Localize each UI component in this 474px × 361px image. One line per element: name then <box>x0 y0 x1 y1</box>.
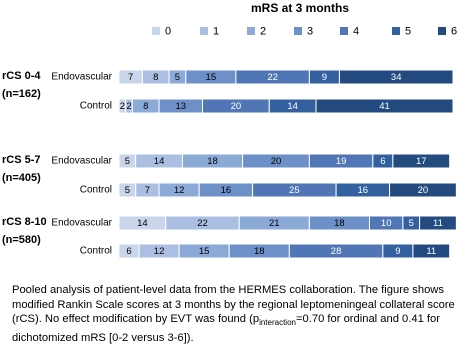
value-label: 18 <box>207 156 218 167</box>
legend-swatch <box>152 27 160 35</box>
value-label: 25 <box>289 185 300 196</box>
value-label: 28 <box>331 246 342 257</box>
value-label: 2 <box>120 101 125 112</box>
value-label: 7 <box>128 72 133 83</box>
value-label: 20 <box>231 101 242 112</box>
value-label: 21 <box>269 218 280 229</box>
value-label: 14 <box>137 218 148 229</box>
value-label: 15 <box>206 72 217 83</box>
bar-segment <box>315 98 454 114</box>
caption: Pooled analysis of patient-level data fr… <box>12 283 468 345</box>
legend-label: 0 <box>165 25 171 37</box>
value-label: 5 <box>409 218 414 229</box>
caption-text: Pooled analysis of patient-level data fr… <box>12 284 455 325</box>
value-label: 8 <box>143 101 148 112</box>
value-label: 41 <box>379 101 390 112</box>
row-label: Endovascular <box>51 72 112 83</box>
value-label: 14 <box>287 101 298 112</box>
bar-segment <box>389 182 457 198</box>
legend-swatch <box>200 27 208 35</box>
legend-swatch <box>340 27 348 35</box>
value-label: 14 <box>154 156 165 167</box>
legend-label: 2 <box>260 25 266 37</box>
group-label: rCS 5-7 <box>2 154 41 166</box>
value-label: 12 <box>154 246 165 257</box>
value-label: 6 <box>380 156 385 167</box>
value-label: 16 <box>221 185 232 196</box>
value-label: 9 <box>395 246 400 257</box>
value-label: 10 <box>381 218 392 229</box>
caption-subscript: interaction <box>259 318 296 328</box>
row-label: Control <box>80 185 112 196</box>
value-label: 18 <box>254 246 265 257</box>
group-sublabel: (n=162) <box>2 88 41 100</box>
value-label: 5 <box>125 156 130 167</box>
legend-label: 5 <box>405 25 411 37</box>
value-label: 15 <box>199 246 210 257</box>
value-label: 34 <box>391 72 402 83</box>
group-label: rCS 8-10 <box>2 216 47 228</box>
legend-swatch <box>294 27 302 35</box>
value-label: 6 <box>126 246 131 257</box>
legend-swatch <box>438 27 446 35</box>
legend-label: 6 <box>451 25 457 37</box>
value-label: 18 <box>334 218 345 229</box>
group-sublabel: (n=405) <box>2 172 41 184</box>
row-label: Endovascular <box>51 156 112 167</box>
legend-swatch <box>247 27 255 35</box>
value-label: 12 <box>174 185 185 196</box>
bar-segment <box>412 243 451 259</box>
chart-title: mRS at 3 months <box>251 1 349 15</box>
row-label: Control <box>80 246 112 257</box>
value-label: 5 <box>125 185 130 196</box>
bar-segment <box>419 215 457 231</box>
value-label: 17 <box>416 156 427 167</box>
legend-label: 1 <box>213 25 219 37</box>
value-label: 20 <box>271 156 282 167</box>
value-label: 7 <box>145 185 150 196</box>
caption-text: =0.70 for ordinal and 0.41 for dichotomi… <box>12 313 440 344</box>
group-sublabel: (n=580) <box>2 234 41 246</box>
bar-segment <box>338 69 454 85</box>
value-label: 16 <box>358 185 369 196</box>
row-label: Endovascular <box>51 218 112 229</box>
value-label: 11 <box>426 246 436 257</box>
value-label: 19 <box>336 156 347 167</box>
value-label: 5 <box>175 72 180 83</box>
row-label: Control <box>80 101 112 112</box>
legend-label: 4 <box>353 25 359 37</box>
value-label: 9 <box>322 72 327 83</box>
value-label: 2 <box>126 101 131 112</box>
group-label: rCS 0-4 <box>2 70 41 82</box>
legend-label: 3 <box>307 25 313 37</box>
value-label: 8 <box>153 72 158 83</box>
value-label: 20 <box>418 185 429 196</box>
bar-segment <box>392 153 451 169</box>
value-label: 22 <box>197 218 208 229</box>
value-label: 22 <box>267 72 278 83</box>
legend-swatch <box>392 27 400 35</box>
value-label: 13 <box>176 101 187 112</box>
value-label: 11 <box>433 218 443 229</box>
